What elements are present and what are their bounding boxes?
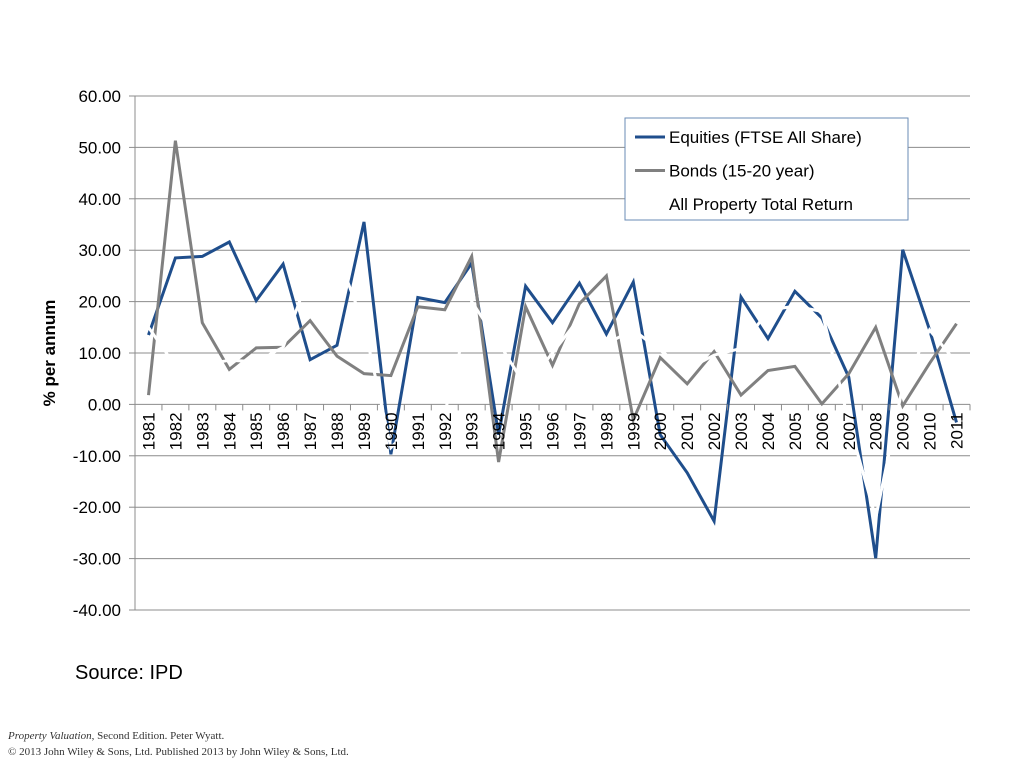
x-tick-label: 2005 xyxy=(786,412,805,450)
x-tick-label: 2000 xyxy=(651,412,670,450)
x-tick-label: 2002 xyxy=(705,412,724,450)
y-axis-label: % per annum xyxy=(40,300,59,407)
x-tick-label: 2011 xyxy=(948,412,967,449)
x-tick-label: 1999 xyxy=(624,412,643,450)
y-tick-label: 40.00 xyxy=(78,190,121,209)
x-tick-label: 1997 xyxy=(570,412,589,450)
footer-line-1: Property Valuation, Second Edition. Pete… xyxy=(8,728,349,744)
x-tick-label: 2004 xyxy=(759,412,778,450)
x-tick-label: 1991 xyxy=(409,412,428,450)
x-tick-label: 1982 xyxy=(166,412,185,450)
y-tick-label: -10.00 xyxy=(73,447,121,466)
y-tick-label: -20.00 xyxy=(73,498,121,517)
x-tick-label: 1994 xyxy=(490,412,509,450)
x-tick-label: 1983 xyxy=(193,412,212,450)
edition-author: , Second Edition. Peter Wyatt. xyxy=(91,730,225,742)
x-tick-label: 2003 xyxy=(732,412,751,450)
legend-box xyxy=(624,117,909,221)
series-lines xyxy=(147,140,958,559)
x-tick-label: 2006 xyxy=(813,412,832,450)
x-tick-label: 1981 xyxy=(139,412,158,450)
copyright-footer: Property Valuation, Second Edition. Pete… xyxy=(8,728,349,760)
series-line-property xyxy=(147,250,958,519)
y-tick-label: -40.00 xyxy=(73,601,121,620)
x-tick-label: 1992 xyxy=(436,412,455,450)
legend: Equities (FTSE All Share) Bonds (15-20 ye… xyxy=(624,117,909,221)
x-tick-label: 2001 xyxy=(678,412,697,450)
x-tick-label: 2008 xyxy=(867,412,886,450)
x-tick-label: 1988 xyxy=(328,412,347,450)
x-tick-label: 2009 xyxy=(894,412,913,450)
x-tick-label: 1987 xyxy=(301,412,320,450)
x-tick-label: 1990 xyxy=(382,412,401,450)
footer-line-2: © 2013 John Wiley & Sons, Ltd. Published… xyxy=(8,746,349,758)
y-tick-label: 10.00 xyxy=(78,344,121,363)
legend-entry: Equities (FTSE All Share) xyxy=(669,128,862,147)
x-tick-label: 1989 xyxy=(355,412,374,450)
x-tick-label: 1986 xyxy=(274,412,293,450)
axes: 60.00 50.00 40.00 30.00 20.00 10.00 0.00 -10.00… xyxy=(73,87,971,620)
y-tick-label: 20.00 xyxy=(78,293,121,312)
x-tick-label: 1998 xyxy=(597,412,616,450)
y-tick-label: -30.00 xyxy=(73,550,121,569)
x-tick-label: 2010 xyxy=(921,412,940,450)
book-title: Property Valuation xyxy=(8,730,92,742)
x-tick-label: 1995 xyxy=(517,412,536,450)
legend-entry: Bonds (15-20 year) xyxy=(669,162,815,181)
x-tick-label: 1984 xyxy=(220,412,239,450)
x-tick-label: 1985 xyxy=(247,412,266,450)
series-line-equities xyxy=(147,221,958,559)
source-note: Source: IPD xyxy=(75,662,183,684)
y-tick-label: 60.00 xyxy=(78,87,121,106)
legend-entry: All Property Total Return xyxy=(669,195,853,214)
y-tick-label: 0.00 xyxy=(88,395,121,414)
y-tick-label: 50.00 xyxy=(78,138,121,157)
x-tick-label: 1996 xyxy=(544,412,563,450)
x-tick-label: 2007 xyxy=(840,412,859,450)
y-tick-label: 30.00 xyxy=(78,241,121,260)
x-tick-label: 1993 xyxy=(463,412,482,450)
